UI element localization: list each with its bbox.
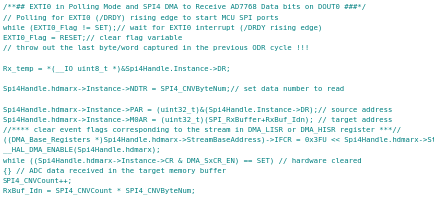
- Text: /**## EXTI0 in Polling Mode and SPI4 DMA to Receive AD7768 Data bits on DOUT0 ##: /**## EXTI0 in Polling Mode and SPI4 DMA…: [3, 4, 365, 10]
- Text: RxBuf_Idn = SPI4_CNVCount * SPI4_CNVByteNum;: RxBuf_Idn = SPI4_CNVCount * SPI4_CNVByte…: [3, 188, 195, 194]
- Text: // Polling for EXTI0 (/DRDY) rising edge to start MCU SPI ports: // Polling for EXTI0 (/DRDY) rising edge…: [3, 14, 278, 21]
- Text: // throw out the last byte/word captured in the previous ODR cycle !!!: // throw out the last byte/word captured…: [3, 45, 309, 51]
- Text: Rx_temp = *(__IO uint8_t *)&Spi4Handle.Instance->DR;: Rx_temp = *(__IO uint8_t *)&Spi4Handle.I…: [3, 65, 230, 72]
- Text: {} // ADC data received in the target memory buffer: {} // ADC data received in the target me…: [3, 167, 226, 174]
- Text: SPI4_CNVCount++;: SPI4_CNVCount++;: [3, 177, 73, 184]
- Text: __HAL_DMA_ENABLE(Spi4Handle.hdmarx);: __HAL_DMA_ENABLE(Spi4Handle.hdmarx);: [3, 147, 160, 153]
- Text: ((DMA_Base_Registers *)Spi4Handle.hdmarx->StreamBaseAddress)->IFCR = 0x3FU << Sp: ((DMA_Base_Registers *)Spi4Handle.hdmarx…: [3, 137, 434, 143]
- Text: Spi4Handle.hdmarx->Instance->NDTR = SPI4_CNVByteNum;// set data number to read: Spi4Handle.hdmarx->Instance->NDTR = SPI4…: [3, 86, 343, 92]
- Text: Spi4Handle.hdmarx->Instance->PAR = (uint32_t)&(Spi4Handle.Instance->DR);// sourc: Spi4Handle.hdmarx->Instance->PAR = (uint…: [3, 106, 391, 113]
- Text: while (EXTI0_Flag != SET);// wait for EXTI0 interrupt (/DRDY rising edge): while (EXTI0_Flag != SET);// wait for EX…: [3, 24, 322, 31]
- Text: while ((Spi4Handle.hdmarx->Instance->CR & DMA_SxCR_EN) == SET) // hardware clear: while ((Spi4Handle.hdmarx->Instance->CR …: [3, 157, 361, 164]
- Text: EXTI0_Flag = RESET;// clear flag variable: EXTI0_Flag = RESET;// clear flag variabl…: [3, 35, 182, 41]
- Text: Spi4Handle.hdmarx->Instance->M0AR = (uint32_t)(SPI_RxBuffer+RxBuf_Idn); // targe: Spi4Handle.hdmarx->Instance->M0AR = (uin…: [3, 116, 391, 123]
- Text: //**** clear event flags corresponding to the stream in DMA_LISR or DMA_HISR reg: //**** clear event flags corresponding t…: [3, 126, 400, 133]
